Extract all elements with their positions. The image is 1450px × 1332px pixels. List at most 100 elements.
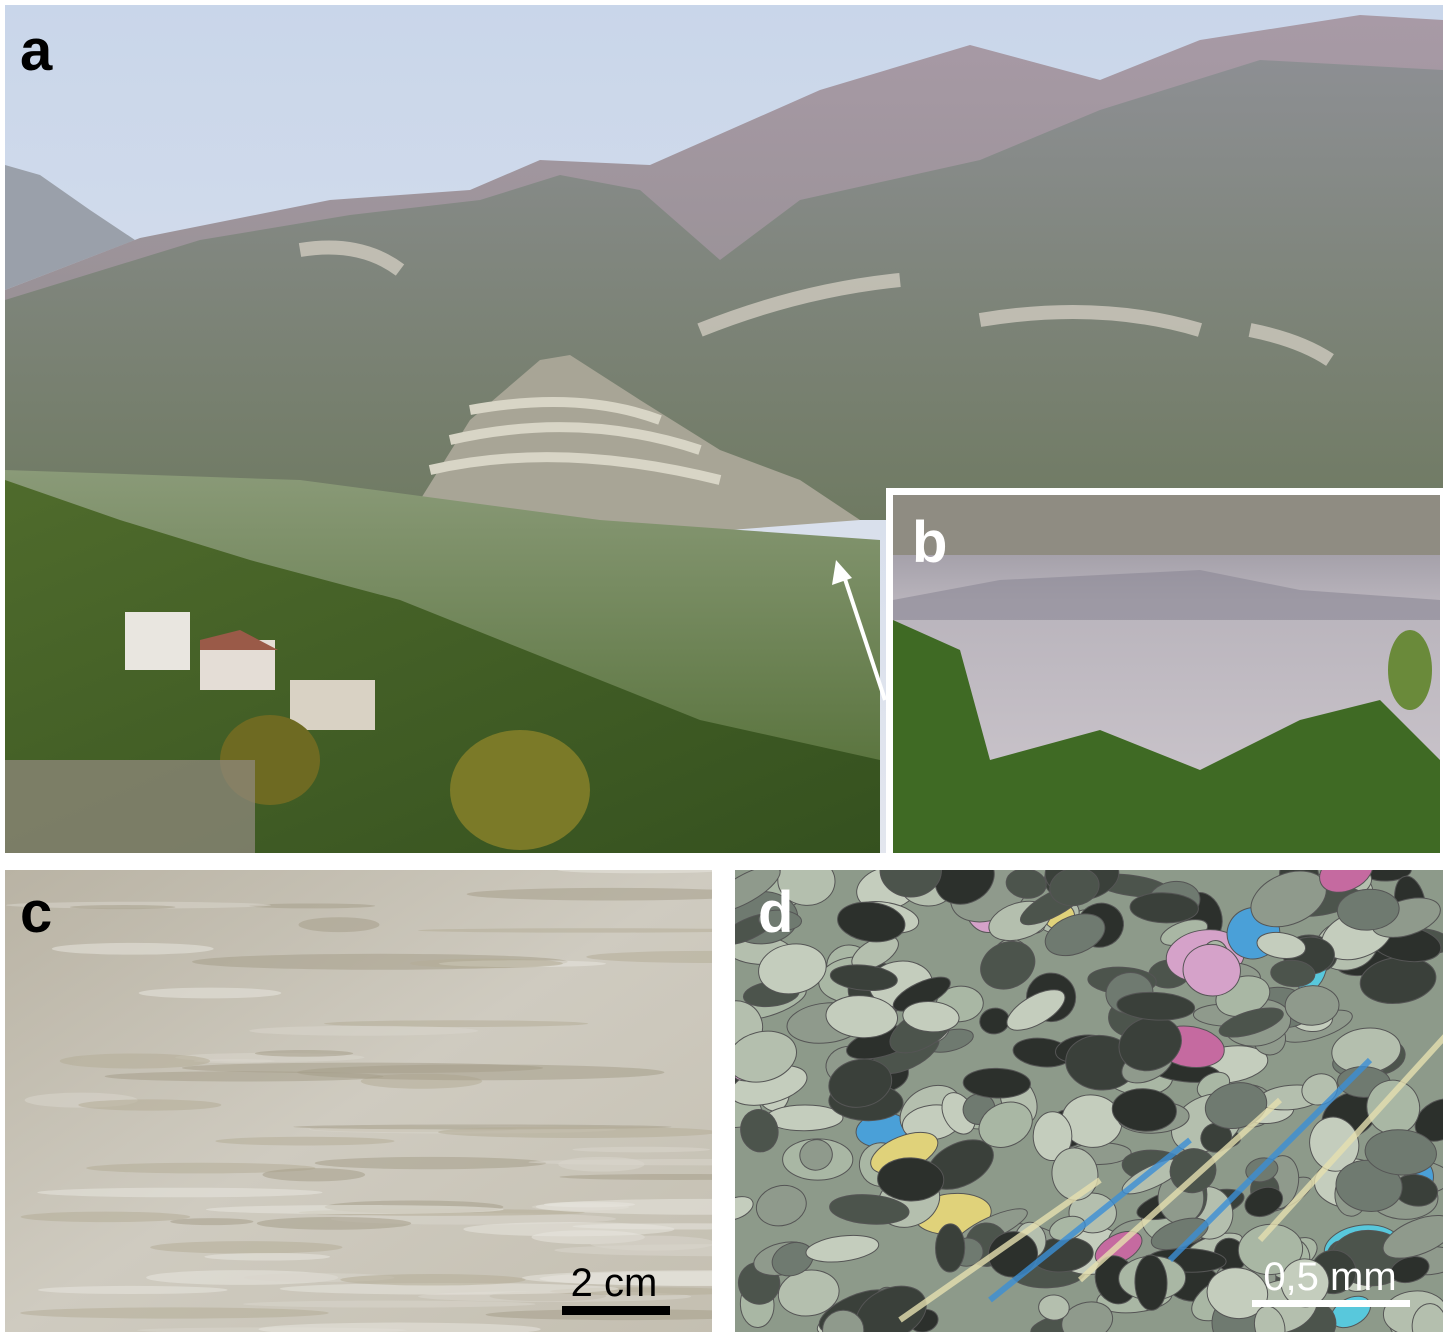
mica [1257,1034,1443,1243]
texture [150,1241,343,1254]
grain [879,870,942,898]
grain [829,964,898,991]
texture [249,903,376,909]
grain [1237,1223,1304,1276]
grain [755,1184,807,1227]
texture [279,1282,619,1295]
grain [1411,1303,1443,1332]
scale-bar [562,1306,670,1315]
grain [1038,1294,1070,1321]
texture [297,1064,665,1081]
grain [935,1223,966,1273]
grain [799,1139,833,1171]
grain [828,1058,893,1108]
texture [314,1156,547,1170]
grain [735,870,781,913]
arrow-head [832,560,852,585]
grain [1284,985,1340,1026]
panel-label: c [20,880,52,945]
texture [256,1217,412,1230]
grain [1364,1129,1437,1176]
panel-a-photo [5,5,1443,853]
grain [829,1194,910,1225]
grain [1244,1186,1284,1218]
texture [37,1285,228,1295]
panel-d-photo [735,870,1443,1332]
texture [215,1136,395,1146]
texture [258,1322,541,1332]
grain [735,1196,754,1221]
grain [1006,989,1066,1031]
grain [1005,870,1047,899]
grain [1382,1215,1443,1259]
texture [262,1168,366,1182]
grain [980,940,1036,990]
grain [1204,1082,1268,1129]
texture [86,1162,316,1174]
texture [438,1126,712,1138]
texture [69,905,176,910]
texture [51,942,214,955]
grain [1134,1254,1168,1311]
grain [1118,1016,1182,1072]
mica [1077,1097,1283,1283]
grain [837,901,906,943]
grain [1032,1111,1073,1162]
grain [1049,870,1100,907]
grain [1218,1007,1284,1038]
texture [466,887,712,901]
grain [1129,892,1199,924]
grain [825,995,899,1039]
mica [988,1137,1192,1303]
grain [758,943,827,995]
mica [898,1177,1102,1323]
texture [463,1222,675,1237]
grain [934,870,995,905]
texture [589,1235,712,1251]
texture [20,1211,191,1223]
texture [204,1252,331,1261]
grain [735,1030,797,1083]
grain [902,1000,960,1033]
panel-label: b [912,510,947,575]
texture [323,1020,589,1028]
texture [298,917,380,933]
texture [20,1307,329,1319]
grain [1061,1301,1114,1332]
grain [805,1234,880,1263]
grain [1319,870,1374,893]
texture [521,1270,712,1286]
texture [249,1025,479,1036]
texture [586,950,712,963]
panel-b-photo [886,488,1443,853]
texture [170,1218,254,1226]
grain [962,1067,1031,1099]
grain [978,1101,1033,1148]
texture [243,1300,536,1308]
arrow [840,569,887,701]
scale-bar-label: 0,5 mm [1263,1255,1396,1299]
texture [340,1274,526,1286]
texture [409,958,563,969]
grain [1270,959,1316,988]
grain [757,909,803,931]
texture [193,1058,275,1064]
texture [559,1173,712,1180]
grain [1256,931,1307,960]
panel-label: a [20,18,53,83]
grain [1044,913,1106,957]
grain [1336,888,1400,931]
grain [740,1109,779,1153]
texture [572,1146,711,1153]
texture [206,1204,504,1215]
panel-label: d [758,880,793,945]
grain [1116,991,1196,1021]
grain [877,1157,945,1202]
texture [535,1198,712,1215]
grain [822,1309,865,1332]
texture [78,1099,222,1111]
grain [1111,1088,1177,1132]
texture [254,1049,354,1057]
mica [1167,1057,1373,1263]
